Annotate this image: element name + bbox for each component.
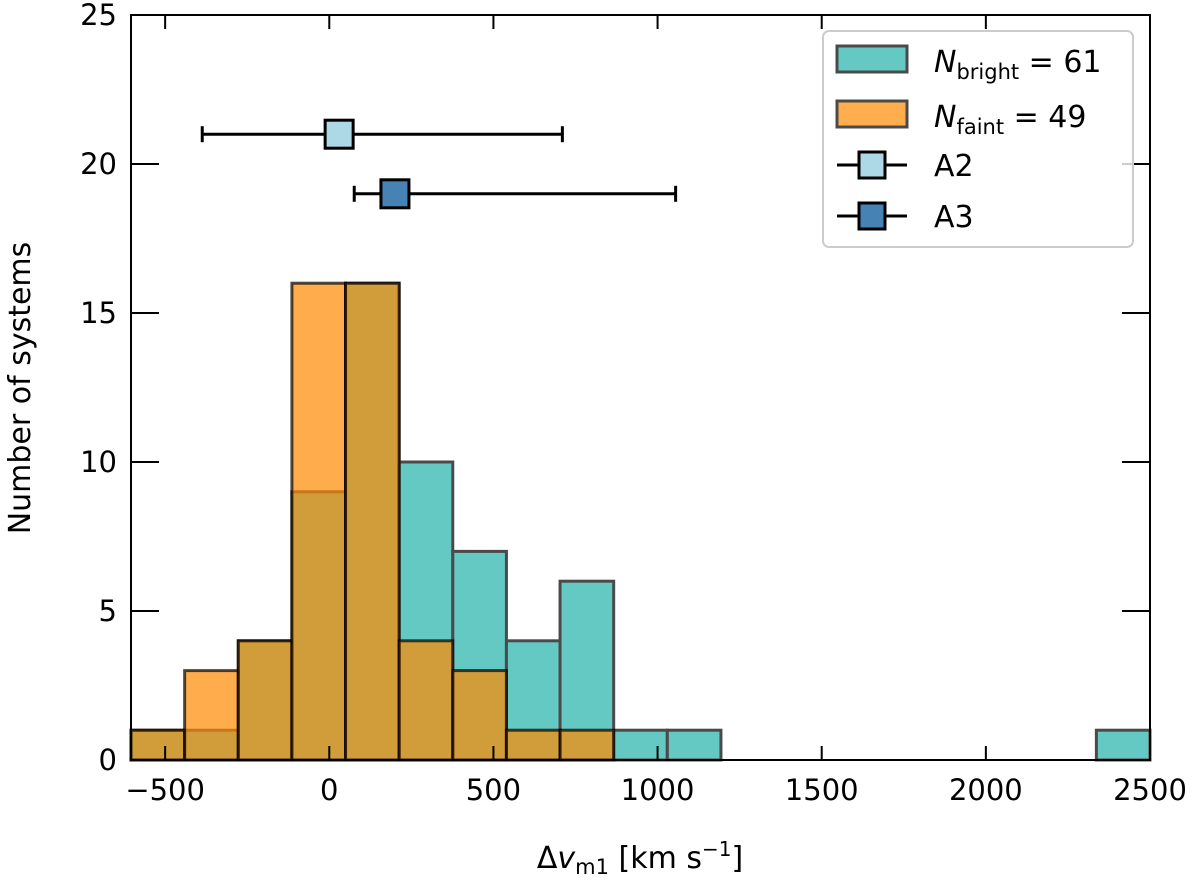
y-axis-label: Number of systems — [3, 242, 38, 535]
x-axis-label: Δvm1 [km s−1] — [537, 837, 743, 879]
x-tick-label: 500 — [466, 773, 521, 807]
marker-A2 — [323, 118, 355, 150]
legend-label-a3: A3 — [934, 200, 974, 235]
x-tick-label: 0 — [320, 773, 338, 807]
faint-bars — [129, 281, 616, 762]
y-tick-label: 20 — [80, 147, 117, 181]
legend-marker-a2 — [837, 150, 907, 180]
x-tick-label: 2500 — [1113, 773, 1187, 807]
legend-swatch-faint — [835, 99, 909, 129]
x-tick-label: 1500 — [785, 773, 859, 807]
legend-label-bright: Nbright = 61 — [934, 45, 1102, 84]
plot-frame — [130, 14, 1151, 761]
error-points — [200, 118, 678, 210]
y-tick-label: 10 — [80, 445, 117, 479]
x-tick-label: 2000 — [949, 773, 1023, 807]
legend-label-faint: Nfaint = 49 — [934, 100, 1086, 139]
y-tick-label: 0 — [99, 743, 117, 777]
bar-faint-0 — [129, 728, 187, 762]
bar-faint-1 — [183, 669, 240, 762]
bar-faint-2 — [236, 639, 294, 762]
bar-faint-4 — [344, 281, 401, 762]
x-tick-label: 1000 — [621, 773, 695, 807]
bar-faint-5 — [397, 639, 455, 762]
marker-A3 — [379, 178, 411, 210]
x-tick-label: −500 — [125, 773, 205, 807]
bar-faint-3 — [290, 281, 348, 762]
errorbar-A2 — [200, 118, 564, 150]
legend-marker-a3 — [837, 201, 907, 231]
legend-swatch-bright — [835, 44, 909, 74]
bar-bright-9 — [612, 728, 669, 762]
errorbar-A3 — [352, 178, 678, 210]
y-tick-label: 15 — [80, 296, 117, 330]
bar-faint-6 — [451, 669, 508, 762]
bar-bright-10 — [665, 728, 723, 762]
x-axis-label-v: v — [557, 841, 576, 876]
y-tick-label: 25 — [80, 0, 117, 32]
bar-bright-18 — [1094, 728, 1152, 762]
bar-faint-7 — [504, 728, 562, 762]
bar-faint-8 — [558, 728, 616, 762]
legend-label-a2: A2 — [934, 149, 974, 184]
legend: Nbright = 61 Nfaint = 49 A2 A3 — [822, 30, 1134, 248]
legend-box — [822, 30, 1134, 248]
y-tick-label: 5 — [99, 594, 117, 628]
